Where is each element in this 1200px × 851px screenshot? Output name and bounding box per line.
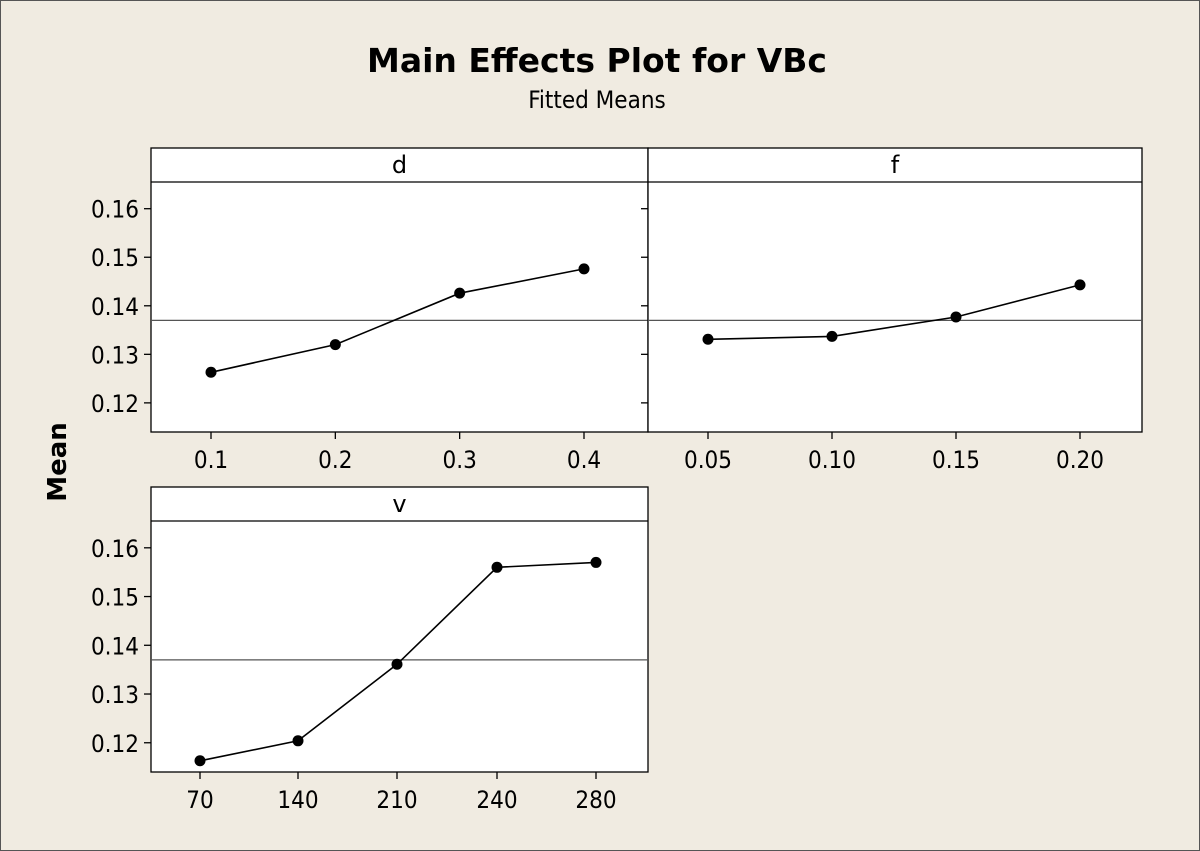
panel-v: v 0.12 0.13 0.14 0.15 0.16 70 140 210 240 280 [91,486,649,814]
panel-box [647,147,1143,433]
data-point [454,287,466,299]
data-point [702,333,714,345]
data-point [292,735,304,747]
panel-label-d: d [392,151,407,179]
x-tick-label: 0.15 [932,446,980,474]
data-point [578,263,590,275]
x-tick-label: 280 [575,786,616,814]
x-tick-label: 0.4 [567,446,601,474]
y-tick-label: 0.12 [91,730,139,758]
series-line-f [707,284,1081,341]
data-point [391,658,403,670]
data-point [491,561,503,573]
x-tick-label: 0.20 [1056,446,1104,474]
x-tick-label: 0.05 [684,446,732,474]
panel-d: d 0.12 0.13 0.14 0.15 0.16 0.1 0.2 0.3 0.4 [91,147,649,474]
data-point [1074,279,1086,291]
series-line-d [210,268,585,374]
x-tick-label: 0.1 [194,446,228,474]
x-tick-label: 140 [277,786,318,814]
panel-label-v: v [392,490,406,518]
panel-box [150,486,649,773]
y-tick-label: 0.12 [91,390,139,418]
data-point [590,556,602,568]
panel-box [150,147,649,433]
panel-label-f: f [891,151,900,179]
data-point [329,339,341,351]
y-tick-label: 0.13 [91,681,139,709]
y-tick-label: 0.14 [91,632,139,660]
data-point [194,755,206,767]
y-tick-label: 0.16 [91,196,139,224]
panel-f: f 0.05 0.10 0.15 0.20 [641,147,1143,474]
x-tick-label: 0.2 [318,446,352,474]
data-point [950,311,962,323]
x-tick-label: 210 [376,786,417,814]
data-point [826,330,838,342]
x-tick-label: 240 [476,786,517,814]
y-tick-label: 0.16 [91,535,139,563]
y-tick-label: 0.14 [91,293,139,321]
y-tick-label: 0.13 [91,341,139,369]
y-axis-label: Mean [43,422,73,502]
chart-subtitle: Fitted Means [528,86,666,114]
data-point [205,366,217,378]
y-tick-label: 0.15 [91,244,139,272]
y-tick-label: 0.15 [91,584,139,612]
chart-title: Main Effects Plot for VBc [367,41,827,80]
x-tick-label: 0.3 [443,446,477,474]
x-tick-label: 70 [186,786,213,814]
x-tick-label: 0.10 [808,446,856,474]
